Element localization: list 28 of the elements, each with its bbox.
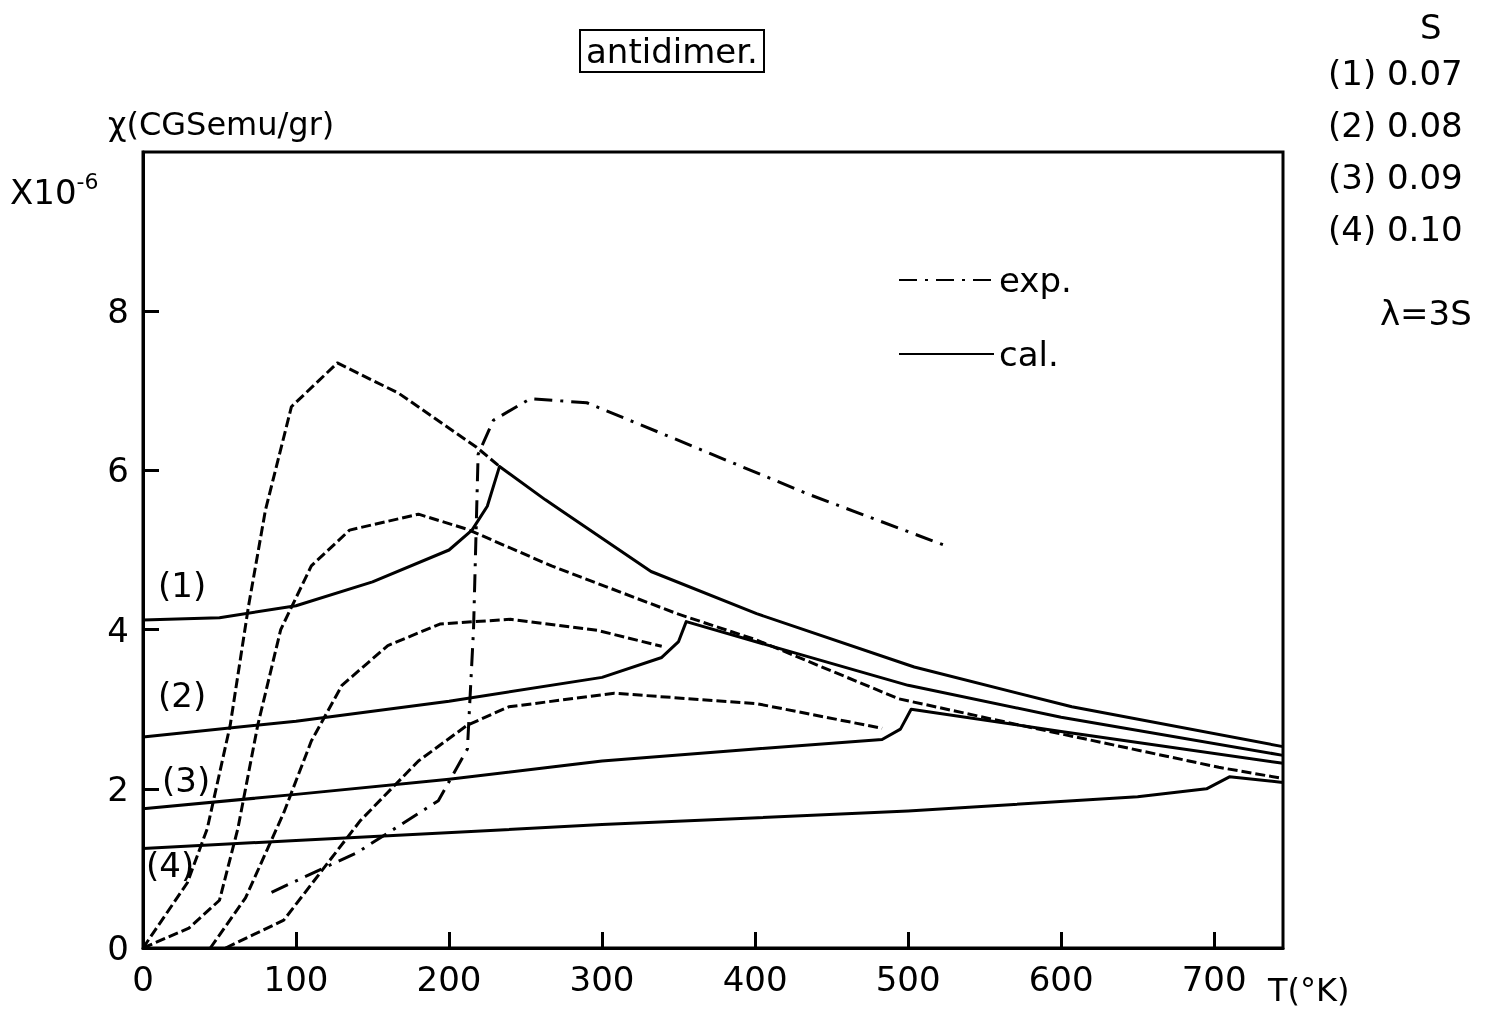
legend-label: cal. [999, 334, 1059, 374]
annotation: (2) [158, 675, 207, 715]
y-tick-label: 4 [107, 609, 129, 650]
x-tick-label: 700 [1181, 959, 1247, 999]
x-tick-label: 500 [875, 959, 941, 999]
y-tick-label: 0 [107, 928, 129, 968]
x-tick-label: 0 [132, 959, 154, 999]
text: (3) 0.09 [1328, 157, 1463, 197]
legend-label: exp. [999, 260, 1072, 300]
x-tick-label: 100 [263, 959, 329, 999]
text: (2) 0.08 [1328, 105, 1463, 145]
y-tick-label: 2 [107, 768, 129, 809]
annotation: (3) [162, 760, 211, 800]
x-tick-label: 300 [569, 959, 635, 999]
text: S [1420, 7, 1442, 47]
annotation: (1) [158, 565, 207, 605]
chart-title: antidimer. [586, 31, 758, 71]
text: (1) 0.07 [1328, 53, 1463, 93]
y-tick-label: 6 [107, 450, 129, 491]
text: (4) 0.10 [1328, 209, 1463, 249]
annotation: (4) [146, 845, 195, 885]
y-tick-label: 8 [107, 291, 129, 332]
y-axis-title: χ(CGSemu/gr) [108, 105, 335, 143]
x-tick-label: 400 [722, 959, 788, 999]
x-tick-label: 200 [416, 959, 482, 999]
x-axis-title: T(°K) [1267, 971, 1350, 1009]
x-tick-label: 600 [1028, 959, 1094, 999]
text: λ=3S [1380, 293, 1472, 333]
